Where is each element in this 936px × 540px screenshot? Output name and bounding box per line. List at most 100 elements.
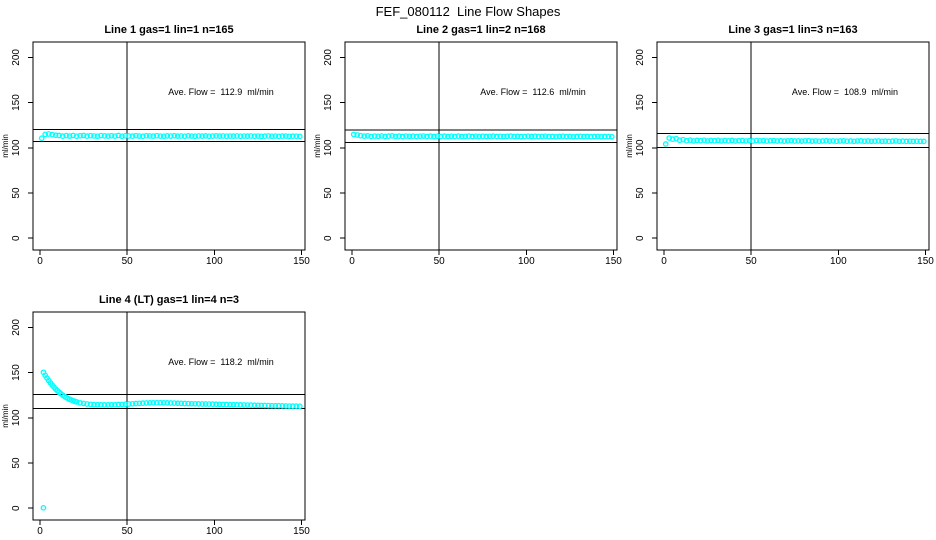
- data-point: [445, 133, 451, 140]
- data-point: [350, 131, 357, 138]
- data-point: [164, 133, 171, 139]
- y-tick-label: 100: [11, 139, 22, 156]
- x-tick-label: 100: [206, 526, 223, 537]
- data-point: [234, 401, 240, 408]
- data-point: [146, 400, 153, 406]
- data-point: [139, 400, 146, 407]
- data-point: [483, 133, 490, 140]
- data-point: [282, 403, 289, 409]
- data-point: [598, 133, 605, 140]
- data-point: [279, 133, 286, 139]
- data-point: [139, 133, 146, 140]
- data-point: [269, 402, 275, 409]
- data-point: [237, 133, 244, 140]
- data-point: [188, 133, 195, 139]
- x-tick-label: 50: [122, 256, 134, 267]
- data-point: [708, 137, 714, 144]
- y-tick-label: 50: [323, 187, 334, 199]
- data-point: [101, 133, 108, 139]
- data-point: [434, 133, 441, 140]
- data-point: [441, 133, 448, 139]
- data-point: [167, 400, 174, 406]
- data-point: [227, 401, 233, 408]
- data-point: [844, 138, 850, 145]
- y-tick-label: 50: [11, 457, 22, 469]
- data-point: [262, 133, 268, 139]
- data-point: [286, 133, 293, 140]
- data-point: [112, 401, 118, 408]
- data-point: [146, 133, 153, 139]
- data-point: [80, 400, 87, 407]
- data-point: [94, 133, 101, 140]
- data-point: [497, 133, 504, 140]
- data-point: [687, 137, 693, 143]
- subplot-line-3-canvas: 0 50 100 150 0 50 100 150 200 ml/min: [625, 41, 934, 267]
- y-tick-label: 200: [11, 319, 22, 336]
- data-point: [122, 401, 129, 408]
- data-point: [368, 133, 375, 140]
- x-tick-label: 0: [349, 256, 355, 267]
- data-point: [126, 133, 132, 139]
- x-tick-label: 100: [518, 256, 535, 267]
- data-point: [143, 132, 150, 139]
- data-point: [73, 133, 80, 140]
- data-point: [84, 133, 90, 139]
- data-point: [160, 133, 167, 140]
- data-point: [216, 401, 223, 408]
- data-point: [213, 133, 219, 139]
- data-point: [539, 133, 545, 140]
- data-point: [840, 137, 847, 144]
- data-point: [542, 133, 549, 140]
- x-tick-label: 50: [746, 256, 758, 267]
- data-point: [153, 132, 160, 139]
- data-point: [591, 133, 598, 140]
- x-tick-label: 0: [37, 256, 43, 267]
- data-point: [150, 133, 157, 139]
- data-point: [108, 132, 115, 139]
- data-point: [743, 138, 749, 144]
- data-point: [289, 403, 296, 409]
- data-point: [296, 403, 303, 410]
- data-point: [91, 401, 97, 408]
- data-point: [94, 401, 101, 408]
- data-point: [178, 133, 185, 139]
- data-point: [574, 133, 580, 140]
- data-point: [570, 133, 577, 140]
- data-point: [725, 137, 732, 144]
- data-point: [732, 138, 739, 144]
- data-point: [875, 138, 882, 144]
- data-point: [251, 402, 258, 409]
- data-point: [431, 133, 437, 140]
- data-point: [80, 132, 87, 139]
- data-point: [750, 138, 756, 144]
- y-tick-label: 150: [11, 94, 22, 111]
- data-point: [241, 133, 247, 139]
- data-point: [265, 133, 272, 139]
- data-point: [662, 141, 669, 147]
- y-tick-label: 150: [323, 94, 334, 111]
- data-point: [861, 138, 868, 145]
- data-point: [753, 137, 760, 144]
- data-point: [819, 138, 826, 144]
- data-point: [73, 399, 80, 405]
- data-point: [788, 137, 795, 144]
- data-point: [605, 133, 612, 140]
- x-tick-label: 50: [434, 256, 446, 267]
- data-point: [438, 133, 444, 140]
- y-tick-label: 50: [635, 187, 646, 199]
- data-point: [378, 133, 385, 139]
- data-point: [105, 133, 111, 139]
- data-point: [272, 402, 279, 409]
- data-point: [371, 133, 378, 139]
- data-point: [87, 132, 94, 139]
- data-point: [129, 400, 136, 407]
- y-tick-label: 50: [11, 187, 22, 199]
- data-point: [164, 400, 171, 406]
- data-point: [293, 133, 300, 140]
- data-point: [420, 133, 427, 139]
- data-point: [879, 138, 885, 145]
- data-point: [739, 137, 746, 144]
- data-point: [84, 401, 90, 407]
- figure-title: FEF_080112 Line Flow Shapes: [375, 4, 561, 19]
- data-point: [697, 137, 704, 144]
